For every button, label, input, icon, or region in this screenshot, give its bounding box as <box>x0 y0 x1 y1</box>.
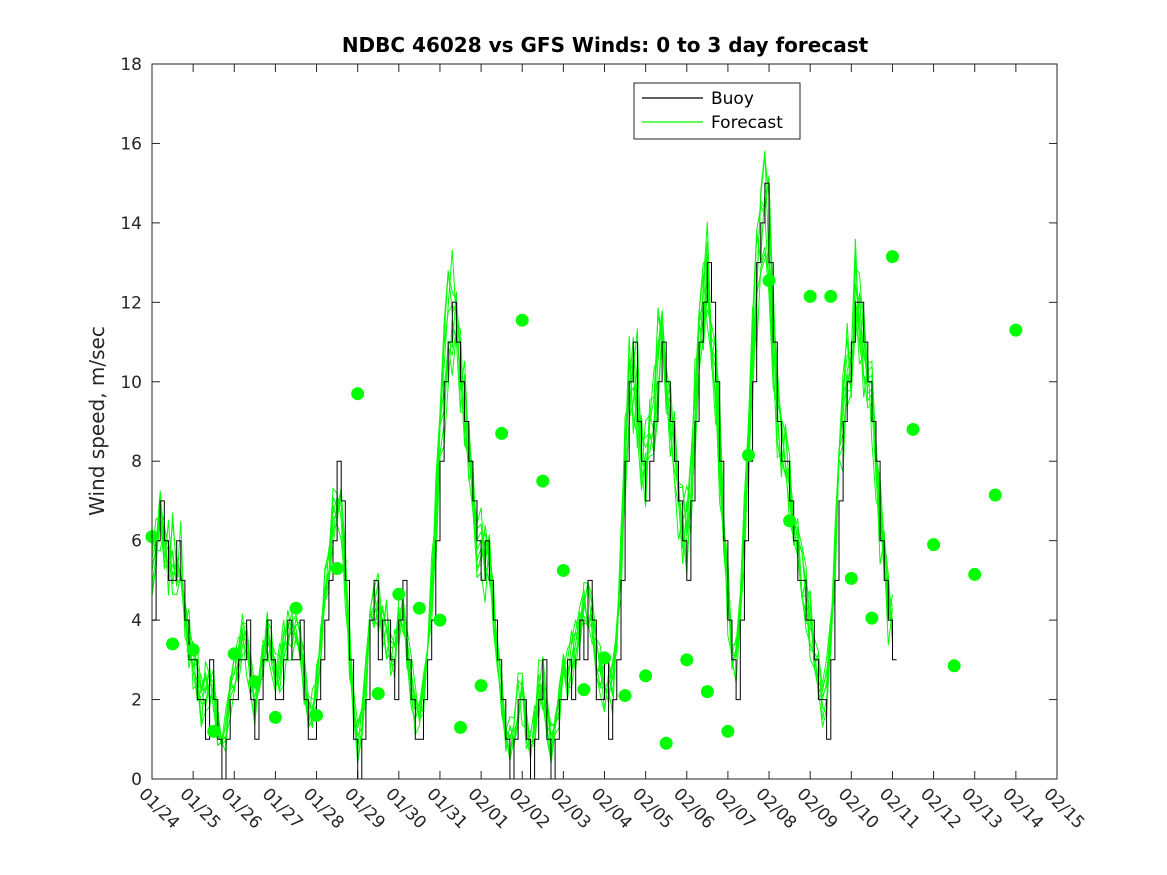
forecast-point <box>618 689 632 703</box>
forecast-point <box>433 613 447 627</box>
forecast-point <box>495 426 509 440</box>
x-tick-label: 02/03 <box>546 784 595 833</box>
x-tick-label: 02/12 <box>916 784 965 833</box>
forecast-point <box>1009 323 1023 337</box>
legend-buoy-label: Buoy <box>711 89 754 109</box>
y-tick-label: 6 <box>131 532 142 552</box>
forecast-point <box>207 724 221 738</box>
x-tick-label: 02/11 <box>875 784 924 833</box>
y-axis-label: Wind speed, m/sec <box>85 326 109 516</box>
forecast-point <box>536 474 550 488</box>
forecast-point <box>824 289 838 303</box>
x-tick-label: 01/26 <box>217 784 266 833</box>
forecast-point <box>680 653 694 667</box>
forecast-point <box>248 675 262 689</box>
forecast-point <box>968 567 982 581</box>
x-tick-label: 02/10 <box>834 784 883 833</box>
x-tick-label: 02/14 <box>998 784 1047 833</box>
forecast-point <box>865 611 879 625</box>
forecast-point <box>227 647 241 661</box>
forecast-point <box>330 561 344 575</box>
y-tick-label: 12 <box>120 293 142 313</box>
forecast-point <box>598 651 611 665</box>
forecast-point <box>844 571 858 585</box>
forecast-dots <box>145 250 1023 750</box>
x-tick-label: 01/27 <box>258 784 307 833</box>
x-tick-label: 02/15 <box>1039 784 1088 833</box>
y-tick-label: 10 <box>120 373 142 393</box>
x-tick-label: 02/05 <box>628 784 677 833</box>
buoy-series <box>152 182 897 780</box>
legend: Buoy Forecast <box>633 82 801 140</box>
forecast-point <box>885 250 899 264</box>
forecast-point <box>166 637 180 651</box>
y-axis: 0 2 4 6 8 10 12 14 16 18 <box>120 55 1057 790</box>
forecast-point <box>268 710 282 724</box>
forecast-point <box>556 563 570 577</box>
x-tick-label: 02/01 <box>464 784 513 833</box>
x-tick-label: 02/02 <box>505 784 554 833</box>
x-tick-label: 02/07 <box>710 784 759 833</box>
forecast-point <box>474 679 488 693</box>
forecast-point <box>412 601 426 615</box>
legend-box <box>633 82 801 140</box>
forecast-point <box>741 448 755 462</box>
y-tick-label: 18 <box>120 55 142 75</box>
y-tick-label: 4 <box>131 611 142 631</box>
chart-title: NDBC 46028 vs GFS Winds: 0 to 3 day fore… <box>342 33 869 57</box>
forecast-point <box>289 601 303 615</box>
plot-frame <box>151 63 1058 780</box>
forecast-point <box>371 687 385 701</box>
forecast-point <box>454 720 468 734</box>
forecast-point <box>783 514 797 528</box>
y-tick-label: 8 <box>131 452 142 472</box>
forecast-point <box>721 724 735 738</box>
forecast-point <box>700 685 714 699</box>
forecast-point <box>351 387 365 401</box>
forecast-point <box>392 587 406 601</box>
forecast-point <box>803 289 817 303</box>
y-tick-label: 16 <box>120 134 142 154</box>
x-tick-label: 02/13 <box>957 784 1006 833</box>
x-tick-label: 02/09 <box>793 784 842 833</box>
x-tick-label: 02/04 <box>587 784 636 833</box>
forecast-point <box>988 488 1002 502</box>
x-tick-label: 01/29 <box>340 784 389 833</box>
legend-forecast-label: Forecast <box>711 113 783 133</box>
forecast-point <box>927 538 941 552</box>
forecast-point <box>186 643 200 657</box>
forecast-point <box>639 669 653 683</box>
x-tick-label: 01/25 <box>176 784 225 833</box>
forecast-point <box>577 683 591 697</box>
forecast-point <box>310 708 324 722</box>
x-tick-label: 01/31 <box>422 784 471 833</box>
forecast-point <box>659 736 673 750</box>
y-tick-label: 14 <box>120 214 142 234</box>
forecast-point <box>515 313 529 327</box>
x-tick-label: 01/30 <box>381 784 430 833</box>
x-tick-label: 02/06 <box>669 784 718 833</box>
y-tick-label: 0 <box>131 770 142 790</box>
x-tick-label: 02/08 <box>752 784 801 833</box>
x-tick-label: 01/28 <box>299 784 348 833</box>
y-tick-label: 2 <box>131 691 142 711</box>
forecast-point <box>762 273 776 287</box>
forecast-point <box>906 422 920 436</box>
buoy-line <box>152 182 897 780</box>
x-tick-label: 01/24 <box>134 784 183 833</box>
forecast-point <box>947 659 961 673</box>
